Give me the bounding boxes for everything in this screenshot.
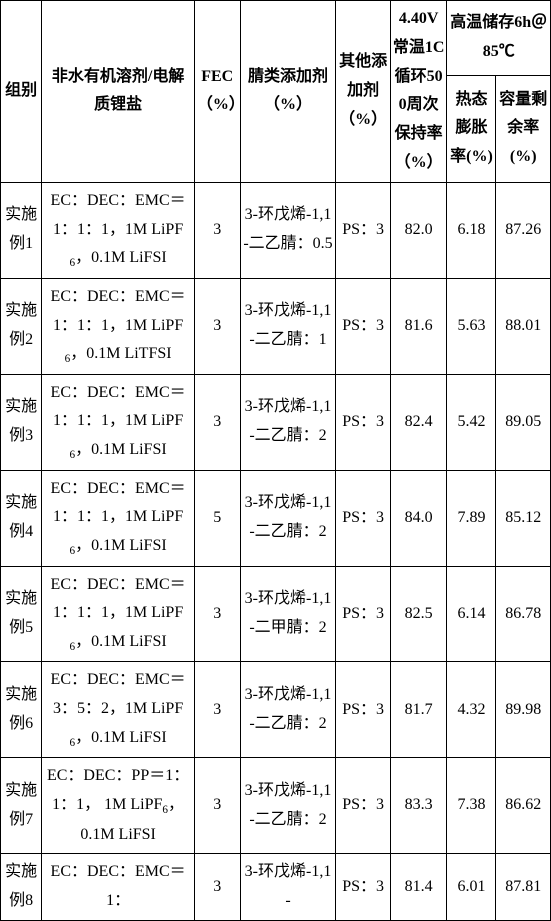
- cell-fec: 3: [194, 182, 240, 278]
- header-expand: 热态膨胀率(%): [447, 75, 496, 182]
- cell-solvent: EC：DEC：EMC＝1：1：1，1M LiPF6，0.1M LiFSI: [42, 374, 194, 470]
- cell-cycle: 82.0: [390, 182, 447, 278]
- cell-nitrile: 3-环戊烯-1,1-二乙腈：0.5: [240, 182, 336, 278]
- header-solvent: 非水有机溶剂/电解质锂盐: [42, 1, 194, 183]
- cell-other: PS：3: [336, 662, 390, 758]
- table-row: 实施例5EC：DEC：EMC＝1：1：1，1M LiPF6，0.1M LiFSI…: [1, 566, 551, 662]
- cell-nitrile: 3-环戊烯-1,1-二乙腈：2: [240, 470, 336, 566]
- cell-expand: 6.14: [447, 566, 496, 662]
- cell-expand: 5.63: [447, 278, 496, 374]
- cell-other: PS：3: [336, 566, 390, 662]
- table-row: 实施例4EC：DEC：EMC＝1：1：1，1M LiPF6，0.1M LiFSI…: [1, 470, 551, 566]
- cell-capacity: 86.78: [496, 566, 551, 662]
- cell-nitrile: 3-环戊烯-1,1-二乙腈：1: [240, 278, 336, 374]
- cell-group: 实施例5: [1, 566, 42, 662]
- cell-fec: 3: [194, 662, 240, 758]
- cell-cycle: 82.4: [390, 374, 447, 470]
- cell-capacity: 86.62: [496, 758, 551, 854]
- header-group: 组别: [1, 1, 42, 183]
- cell-expand: 6.01: [447, 854, 496, 921]
- cell-capacity: 87.81: [496, 854, 551, 921]
- header-storage: 高温储存6h＠85℃: [447, 1, 551, 76]
- cell-cycle: 84.0: [390, 470, 447, 566]
- cell-other: PS：3: [336, 470, 390, 566]
- cell-expand: 7.89: [447, 470, 496, 566]
- cell-fec: 3: [194, 758, 240, 854]
- table-row: 实施例6EC：DEC：EMC＝3：5：2，1M LiPF6，0.1M LiFSI…: [1, 662, 551, 758]
- cell-other: PS：3: [336, 374, 390, 470]
- table-row: 实施例7EC：DEC：PP＝1：1：1， 1M LiPF6， 0.1M LiFS…: [1, 758, 551, 854]
- table-body: 实施例1EC：DEC：EMC＝1：1：1，1M LiPF6，0.1M LiFSI…: [1, 182, 551, 920]
- table-row: 实施例8EC：DEC：EMC＝1：33-环戊烯-1,1-PS：381.46.01…: [1, 854, 551, 921]
- cell-nitrile: 3-环戊烯-1,1-: [240, 854, 336, 921]
- table-row: 实施例3EC：DEC：EMC＝1：1：1，1M LiPF6，0.1M LiFSI…: [1, 374, 551, 470]
- data-table: 组别 非水有机溶剂/电解质锂盐 FEC（%） 腈类添加剂（%） 其他添加剂（%）…: [0, 0, 551, 921]
- cell-capacity: 89.98: [496, 662, 551, 758]
- cell-capacity: 87.26: [496, 182, 551, 278]
- cell-nitrile: 3-环戊烯-1,1-二乙腈：2: [240, 374, 336, 470]
- cell-cycle: 82.5: [390, 566, 447, 662]
- cell-solvent: EC：DEC：EMC＝3：5：2，1M LiPF6，0.1M LiFSI: [42, 662, 194, 758]
- cell-solvent: EC：DEC：EMC＝1：1：1，1M LiPF6，0.1M LiTFSI: [42, 278, 194, 374]
- cell-other: PS：3: [336, 758, 390, 854]
- cell-expand: 6.18: [447, 182, 496, 278]
- cell-expand: 5.42: [447, 374, 496, 470]
- cell-solvent: EC：DEC：PP＝1：1：1， 1M LiPF6， 0.1M LiFSI: [42, 758, 194, 854]
- cell-capacity: 88.01: [496, 278, 551, 374]
- cell-fec: 3: [194, 854, 240, 921]
- cell-fec: 3: [194, 278, 240, 374]
- cell-group: 实施例7: [1, 758, 42, 854]
- table-row: 实施例1EC：DEC：EMC＝1：1：1，1M LiPF6，0.1M LiFSI…: [1, 182, 551, 278]
- cell-group: 实施例3: [1, 374, 42, 470]
- cell-expand: 7.38: [447, 758, 496, 854]
- cell-fec: 3: [194, 374, 240, 470]
- cell-cycle: 81.4: [390, 854, 447, 921]
- cell-nitrile: 3-环戊烯-1,1-二甲腈：2: [240, 566, 336, 662]
- cell-capacity: 85.12: [496, 470, 551, 566]
- cell-group: 实施例4: [1, 470, 42, 566]
- cell-group: 实施例2: [1, 278, 42, 374]
- cell-solvent: EC：DEC：EMC＝1：: [42, 854, 194, 921]
- cell-cycle: 83.3: [390, 758, 447, 854]
- header-capacity: 容量剩余率(%): [496, 75, 551, 182]
- cell-solvent: EC：DEC：EMC＝1：1：1，1M LiPF6，0.1M LiFSI: [42, 566, 194, 662]
- header-other: 其他添加剂（%）: [336, 1, 390, 183]
- cell-cycle: 81.7: [390, 662, 447, 758]
- cell-group: 实施例1: [1, 182, 42, 278]
- cell-fec: 3: [194, 566, 240, 662]
- table-header: 组别 非水有机溶剂/电解质锂盐 FEC（%） 腈类添加剂（%） 其他添加剂（%）…: [1, 1, 551, 183]
- cell-solvent: EC：DEC：EMC＝1：1：1，1M LiPF6，0.1M LiFSI: [42, 182, 194, 278]
- cell-nitrile: 3-环戊烯-1,1-二乙腈：2: [240, 662, 336, 758]
- header-nitrile: 腈类添加剂（%）: [240, 1, 336, 183]
- cell-other: PS：3: [336, 182, 390, 278]
- cell-fec: 5: [194, 470, 240, 566]
- cell-capacity: 89.05: [496, 374, 551, 470]
- cell-expand: 4.32: [447, 662, 496, 758]
- table-row: 实施例2EC：DEC：EMC＝1：1：1，1M LiPF6，0.1M LiTFS…: [1, 278, 551, 374]
- cell-other: PS：3: [336, 278, 390, 374]
- cell-other: PS：3: [336, 854, 390, 921]
- cell-group: 实施例6: [1, 662, 42, 758]
- cell-cycle: 81.6: [390, 278, 447, 374]
- cell-solvent: EC：DEC：EMC＝1：1：1，1M LiPF6，0.1M LiFSI: [42, 470, 194, 566]
- header-cycle: 4.40V常温1C循环500周次保持率（%）: [390, 1, 447, 183]
- cell-nitrile: 3-环戊烯-1,1-二乙腈：2: [240, 758, 336, 854]
- header-fec: FEC（%）: [194, 1, 240, 183]
- cell-group: 实施例8: [1, 854, 42, 921]
